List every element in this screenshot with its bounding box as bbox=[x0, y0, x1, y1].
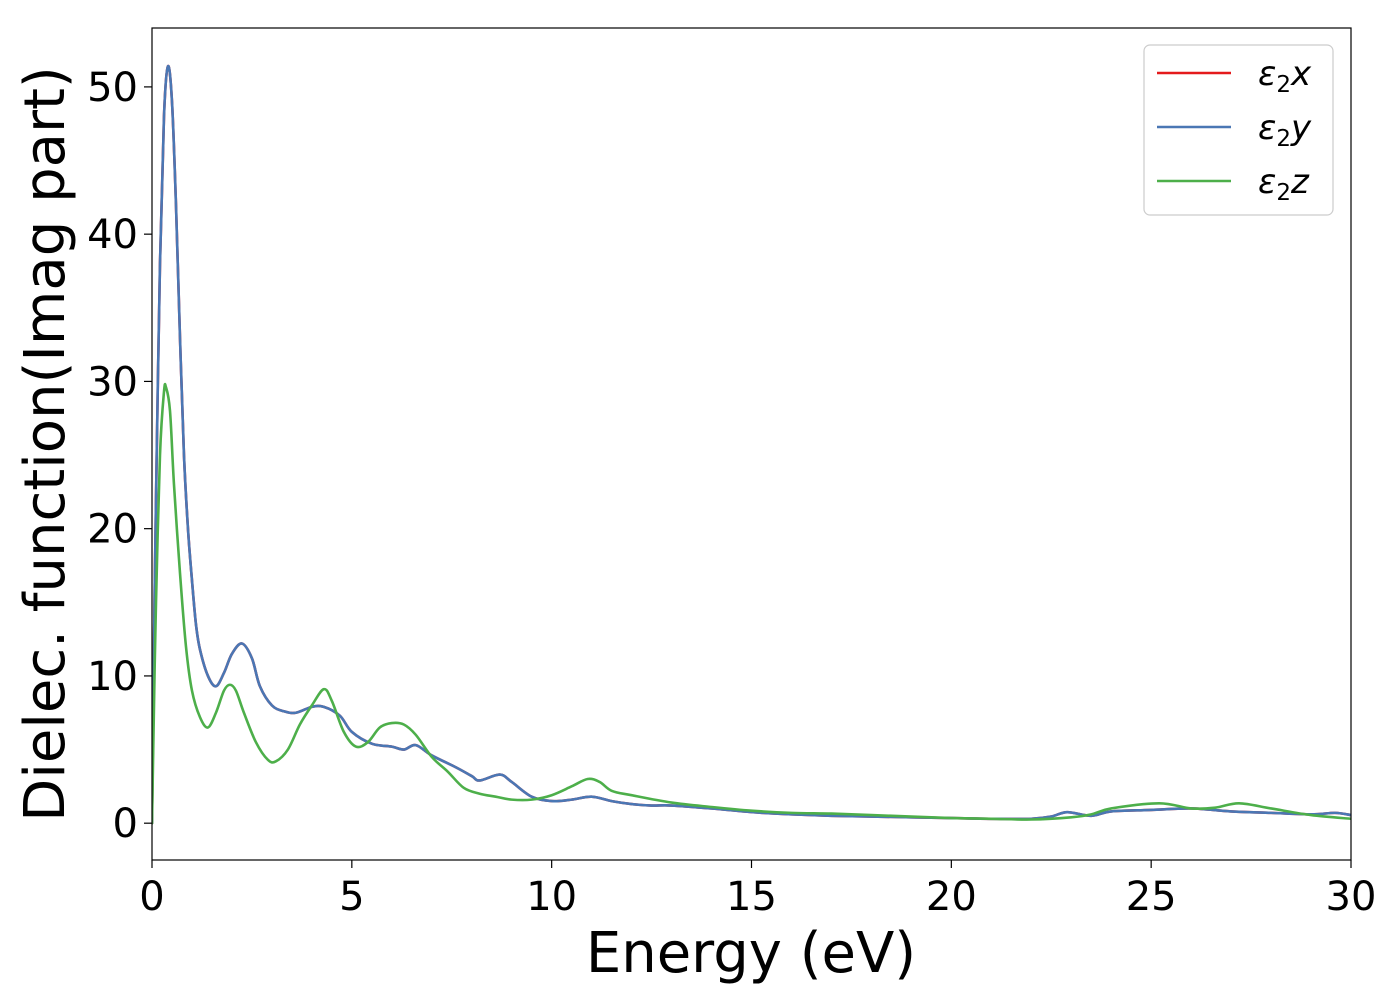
x-axis-label: Energy (eV) bbox=[586, 921, 916, 986]
x-tick-label: 0 bbox=[139, 874, 164, 920]
y-axis-ticks: 0 10 20 30 40 50 bbox=[87, 65, 152, 847]
y-tick-label: 20 bbox=[87, 507, 138, 553]
legend-box bbox=[1143, 44, 1334, 216]
y-tick-label: 40 bbox=[87, 212, 138, 258]
series-layer bbox=[152, 64, 1351, 825]
legend-label-z: ε2z bbox=[1258, 162, 1310, 206]
y-tick-label: 50 bbox=[87, 65, 138, 111]
x-tick-label: 15 bbox=[726, 874, 777, 920]
x-axis-ticks: 0 5 10 15 20 25 30 bbox=[139, 860, 1376, 920]
y-tick-label: 30 bbox=[87, 359, 138, 405]
x-tick-label: 20 bbox=[926, 874, 977, 920]
x-tick-label: 25 bbox=[1126, 874, 1177, 920]
legend-label-y: ε2y bbox=[1258, 108, 1312, 152]
x-tick-label: 10 bbox=[526, 874, 577, 920]
legend-label-x: ε2x bbox=[1258, 54, 1312, 98]
y-tick-label: 10 bbox=[87, 654, 138, 700]
x-tick-label: 30 bbox=[1326, 874, 1377, 920]
y-tick-label: 0 bbox=[113, 801, 138, 847]
y-axis-label: Dielec. function(Imag part) bbox=[13, 66, 78, 822]
legend: ε2x ε2y ε2z bbox=[1143, 44, 1334, 216]
x-tick-label: 5 bbox=[339, 874, 364, 920]
series-line-z bbox=[152, 382, 1351, 825]
